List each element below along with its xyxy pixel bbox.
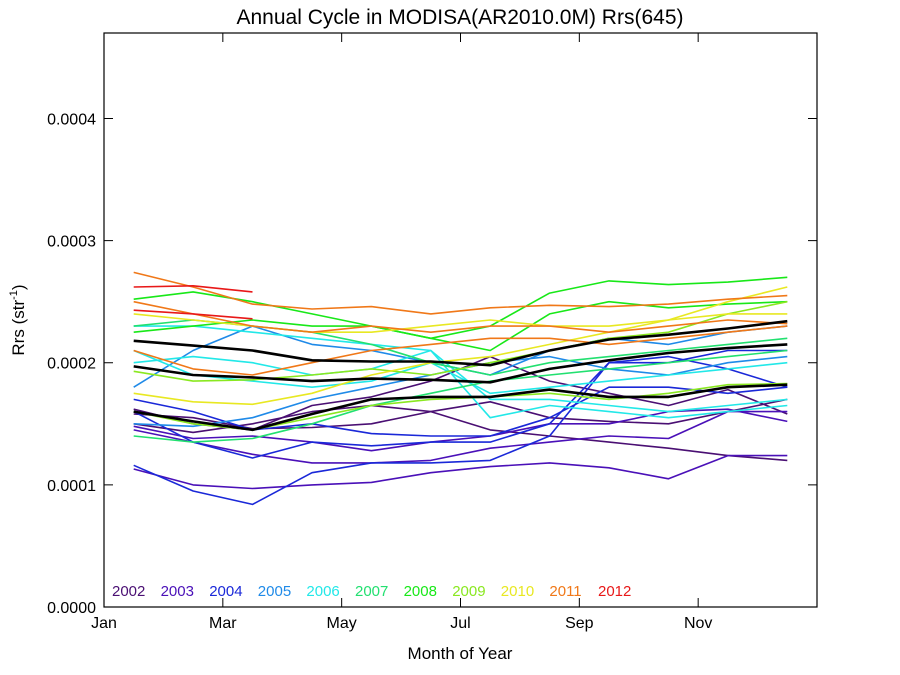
legend-entry-2006: 2006: [306, 583, 339, 600]
series-line-2002: [133, 404, 788, 462]
series-lines: [133, 271, 788, 506]
series-line-2004: [133, 386, 788, 437]
y-axis-label: Rrs (str-1): [8, 284, 28, 355]
series-line-2004: [133, 349, 788, 459]
series-line-2008: [133, 276, 788, 340]
series-line-2008: [133, 300, 788, 352]
legend-entry-2005: 2005: [258, 583, 291, 600]
y-tick-label: 0.0003: [47, 234, 96, 251]
mean-lines: [133, 319, 788, 432]
series-line-2003: [133, 454, 788, 490]
y-tick-label: 0.0004: [47, 111, 96, 128]
series-line-2003: [133, 410, 788, 464]
series-line-2006: [133, 349, 788, 419]
x-tick-label: Mar: [209, 615, 237, 632]
y-axis-label-sup: -1: [8, 290, 20, 300]
series-line-2007: [133, 349, 788, 443]
y-axis-label-end: ): [9, 284, 28, 290]
series-line-2011: [133, 325, 788, 376]
y-axis: 0.0000 0.0001 0.0002 0.0003 0.0004: [47, 111, 817, 617]
legend-entry-2002: 2002: [112, 583, 145, 600]
y-tick-label: 0.0002: [47, 356, 96, 373]
x-tick-label: Sep: [565, 615, 594, 632]
series-line-2011: [133, 300, 788, 333]
series-line-2012: [133, 285, 253, 293]
x-tick-label: Jan: [91, 615, 117, 632]
x-axis-label: Month of Year: [408, 644, 513, 663]
x-tick-label: Jul: [450, 615, 470, 632]
series-line-2009: [133, 300, 788, 382]
series-line-2006: [133, 325, 788, 413]
series-line-2012: [133, 309, 253, 320]
mean-line: [133, 319, 788, 367]
chart-title: Annual Cycle in MODISA(AR2010.0M) Rrs(64…: [237, 6, 684, 29]
legend: 2002 2003 2004 2005 2006 2007 2008 2009 2010 2011…: [112, 583, 631, 600]
legend-entry-2007: 2007: [355, 583, 388, 600]
x-tick-label: May: [327, 615, 357, 632]
legend-entry-2012: 2012: [598, 583, 631, 600]
series-line-2010: [133, 313, 788, 333]
y-tick-label: 0.0001: [47, 478, 96, 495]
legend-entry-2011: 2011: [549, 583, 581, 600]
legend-entry-2010: 2010: [501, 583, 534, 600]
x-tick-label: Nov: [684, 615, 712, 632]
legend-entry-2009: 2009: [452, 583, 485, 600]
series-line-2004: [133, 355, 788, 506]
mean-line: [133, 343, 788, 384]
x-axis: Jan Mar May Jul Sep Nov: [91, 33, 712, 632]
y-tick-label: 0.0000: [47, 600, 96, 617]
y-axis-label-main: Rrs (str: [9, 300, 28, 356]
mean-line: [133, 383, 788, 432]
legend-entry-2004: 2004: [209, 583, 242, 600]
series-line-2011: [133, 271, 788, 315]
legend-entry-2008: 2008: [404, 583, 437, 600]
legend-entry-2003: 2003: [161, 583, 194, 600]
series-line-2010: [133, 286, 788, 406]
